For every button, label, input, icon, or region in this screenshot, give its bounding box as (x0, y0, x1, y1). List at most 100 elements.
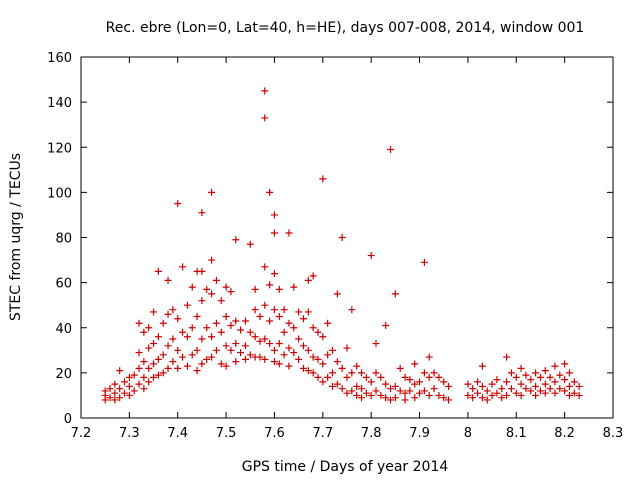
x-tick-label: 7.3 (119, 426, 140, 441)
data-point (382, 321, 390, 329)
x-tick-label: 7.8 (361, 426, 382, 441)
data-point (227, 346, 235, 354)
data-point (333, 380, 341, 388)
data-point (280, 351, 288, 359)
data-point (387, 385, 395, 393)
data-point (270, 346, 278, 354)
data-point (145, 378, 153, 386)
data-point (387, 396, 395, 404)
data-point (212, 319, 220, 327)
x-tick-label: 8.1 (506, 426, 527, 441)
data-point (570, 378, 578, 386)
data-point (372, 387, 380, 395)
data-point (401, 396, 409, 404)
data-point (159, 369, 167, 377)
data-point (304, 346, 312, 354)
x-tick-label: 7.9 (409, 426, 430, 441)
data-point (150, 340, 158, 348)
data-point (565, 382, 573, 390)
data-point (570, 389, 578, 397)
data-point (261, 263, 269, 271)
data-point (411, 394, 419, 402)
data-point (416, 389, 424, 397)
data-point (164, 310, 172, 318)
data-point (266, 281, 274, 289)
data-point (208, 353, 216, 361)
data-point (116, 394, 124, 402)
data-point (478, 362, 486, 370)
data-point (551, 389, 559, 397)
data-point (348, 306, 356, 314)
data-point (198, 267, 206, 275)
data-point (493, 389, 501, 397)
data-point (304, 276, 312, 284)
data-point (241, 355, 249, 363)
data-point (551, 378, 559, 386)
data-point (193, 367, 201, 375)
data-point (290, 324, 298, 332)
data-point (478, 394, 486, 402)
data-point (275, 285, 283, 293)
data-point (188, 351, 196, 359)
data-point (208, 333, 216, 341)
data-point (512, 373, 520, 381)
data-point (188, 324, 196, 332)
data-point (420, 258, 428, 266)
axis-ticks: 7.2 7.3 7.4 7.5 7.6 7.7 7.8 7.9 8 8.1 8.2 8.3 0 20 40 6… (47, 51, 623, 441)
data-point (203, 285, 211, 293)
data-point (270, 270, 278, 278)
data-point (145, 344, 153, 352)
data-point (159, 351, 167, 359)
data-point (154, 371, 162, 379)
data-point (304, 308, 312, 316)
data-point (503, 378, 511, 386)
data-point (261, 301, 269, 309)
plot-area-frame (80, 56, 614, 419)
data-point (551, 362, 559, 370)
data-point (208, 188, 216, 196)
data-point (469, 385, 477, 393)
data-point (280, 306, 288, 314)
data-point (561, 387, 569, 395)
data-point (488, 391, 496, 399)
data-point (111, 380, 119, 388)
data-point (512, 389, 520, 397)
data-point (270, 306, 278, 314)
data-point (406, 387, 414, 395)
data-point (416, 378, 424, 386)
data-point (275, 340, 283, 348)
data-point (251, 306, 259, 314)
data-point (295, 308, 303, 316)
data-point (411, 380, 419, 388)
data-point (198, 297, 206, 305)
data-point (507, 385, 515, 393)
data-point (145, 324, 153, 332)
data-point (169, 335, 177, 343)
data-point (358, 385, 366, 393)
data-point (121, 389, 129, 397)
data-point (474, 378, 482, 386)
data-point (440, 394, 448, 402)
data-point (377, 391, 385, 399)
x-tick-label: 7.5 (216, 426, 237, 441)
data-point (130, 371, 138, 379)
data-point (309, 369, 317, 377)
data-point (164, 342, 172, 350)
data-point (474, 389, 482, 397)
data-point (328, 369, 336, 377)
x-axis-label: GPS time / Days of year 2014 (242, 459, 449, 475)
data-point (285, 319, 293, 327)
data-point (411, 360, 419, 368)
data-point (179, 328, 187, 336)
data-point (396, 387, 404, 395)
data-point (536, 373, 544, 381)
data-point (130, 387, 138, 395)
data-point (372, 369, 380, 377)
data-point (348, 387, 356, 395)
data-point (358, 369, 366, 377)
data-point (106, 394, 114, 402)
data-point (527, 387, 535, 395)
data-point (266, 188, 274, 196)
data-point (169, 306, 177, 314)
data-point (174, 200, 182, 208)
